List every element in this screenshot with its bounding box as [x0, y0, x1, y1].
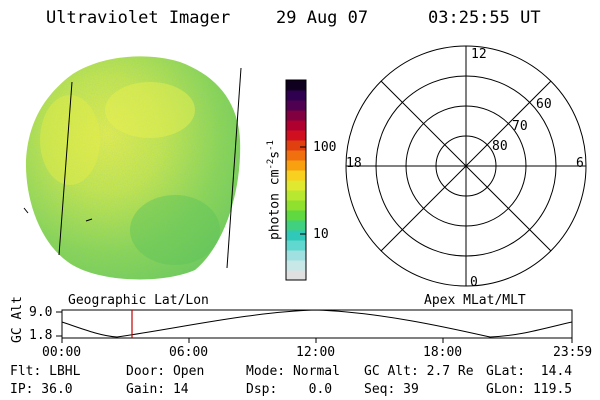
colorbar-segment [286, 120, 306, 131]
colorbar-segment [286, 170, 306, 181]
colorbar-frame [285, 79, 307, 281]
colorbar [285, 79, 307, 281]
polar-plot [345, 45, 587, 287]
colorbar-segment [286, 90, 306, 101]
colorbar-segment [286, 130, 306, 141]
colorbar-segment [286, 220, 306, 231]
colorbar-segment [286, 160, 306, 171]
status-glon: GLon: 119.5 [486, 382, 573, 397]
y-tick-9: 9.0 [29, 305, 53, 320]
status-mode: Mode: Normal [246, 364, 340, 379]
colorbar-segment [286, 250, 306, 261]
colorbar-tick-100: 100 [313, 140, 337, 155]
status-gc-alt: GC Alt: 2.7 Re [364, 364, 474, 379]
timeline-axis-label: GC Alt [10, 296, 25, 343]
mlt-label-0: 0 [470, 275, 478, 290]
x-tick-0000: 00:00 [42, 345, 82, 360]
status-glat: GLat: 14.4 [486, 364, 573, 379]
uv-image [23, 56, 242, 280]
status-dsp: Dsp: 0.0 [246, 382, 333, 397]
status-door: Door: Open [126, 364, 205, 379]
colorbar-segment [286, 260, 306, 271]
colorbar-unit-label: photon cm-2s-1 [266, 140, 283, 240]
timeline-plot [56, 309, 573, 343]
timeline-right-title: Apex MLat/MLT [424, 293, 526, 308]
colorbar-segment [286, 110, 306, 121]
colorbar-segment [286, 140, 306, 151]
colorbar-segment [286, 80, 306, 91]
x-tick-2359: 23:59 [553, 345, 593, 360]
colorbar-segment [286, 210, 306, 221]
altitude-curve [61, 309, 573, 338]
time-label: 03:25:55 UT [428, 8, 541, 28]
x-tick-1800: 18:00 [423, 345, 463, 360]
status-gain: Gain: 14 [126, 382, 189, 397]
status-ip: IP: 36.0 [10, 382, 73, 397]
colorbar-segment [286, 150, 306, 161]
mlt-label-18: 18 [346, 156, 362, 171]
lat-label-80: 80 [492, 139, 508, 154]
date-label: 29 Aug 07 [276, 8, 369, 28]
lat-label-60: 60 [536, 97, 552, 112]
status-filter: Flt: LBHL [10, 364, 81, 379]
colorbar-segment [286, 180, 306, 191]
mlt-label-12: 12 [471, 47, 487, 62]
mlt-label-6: 6 [576, 156, 584, 171]
x-tick-0600: 06:00 [169, 345, 209, 360]
x-tick-1200: 12:00 [296, 345, 336, 360]
colorbar-segment [286, 100, 306, 111]
instrument-title: Ultraviolet Imager [46, 8, 231, 28]
timeline-left-title: Geographic Lat/Lon [68, 293, 209, 308]
colorbar-segment [286, 270, 306, 281]
colorbar-tick-10: 10 [313, 227, 329, 242]
colorbar-segment [286, 200, 306, 211]
colorbar-segment [286, 230, 306, 241]
status-seq: Seq: 39 [364, 382, 419, 397]
lat-label-70: 70 [512, 119, 528, 134]
colorbar-segment [286, 240, 306, 251]
y-tick-1-8: 1.8 [29, 328, 53, 343]
colorbar-segment [286, 190, 306, 201]
